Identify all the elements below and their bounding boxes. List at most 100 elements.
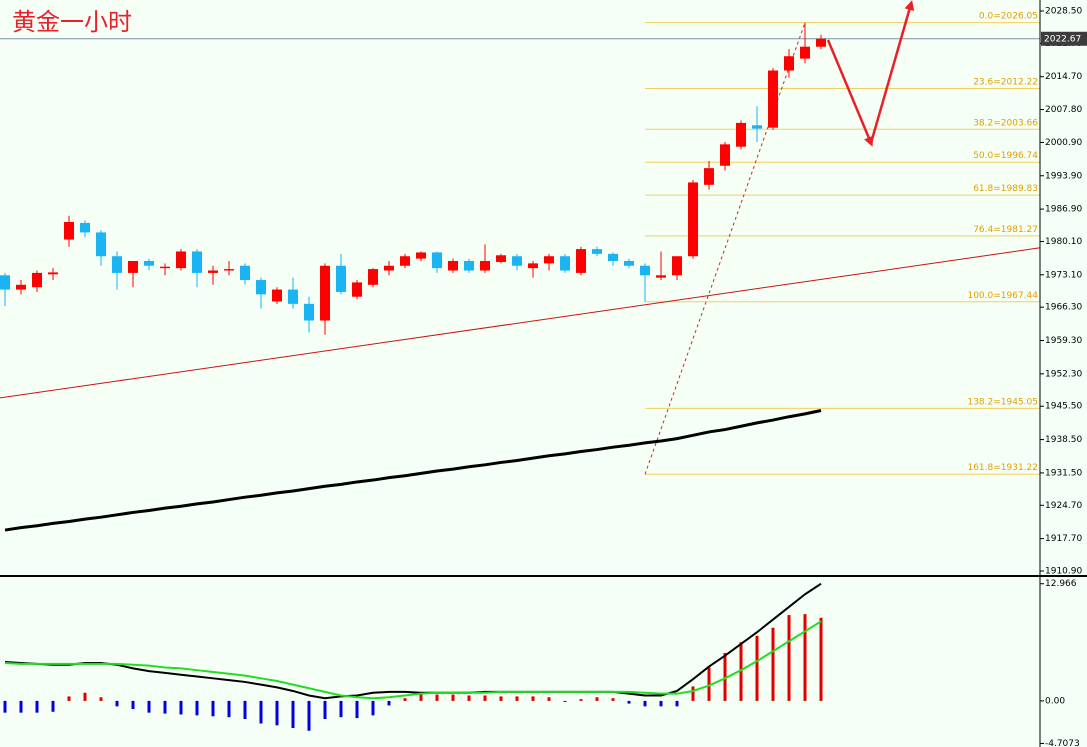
histogram-bar — [163, 700, 167, 714]
candle-body — [480, 261, 490, 271]
y-tick-label: 1910.90 — [1045, 567, 1082, 577]
histogram-bar — [579, 699, 583, 701]
candle-body — [160, 266, 170, 269]
histogram-bar — [227, 700, 231, 718]
candle-body — [192, 251, 202, 273]
histogram-bar — [387, 700, 391, 706]
candle-body — [64, 221, 74, 240]
histogram-bar — [19, 700, 23, 713]
histogram-bar — [627, 700, 631, 704]
histogram-bar — [291, 700, 295, 729]
candle-body — [400, 256, 410, 266]
histogram-bar — [323, 700, 327, 719]
y-tick-label: 0.00 — [1045, 696, 1065, 706]
candle-body — [240, 265, 250, 281]
fib-label: 138.2=1945.05 — [967, 397, 1038, 407]
candle-body — [16, 284, 26, 290]
candle-body — [784, 56, 794, 71]
candle-body — [112, 256, 122, 273]
candle-body — [496, 255, 506, 262]
histogram-bar — [787, 615, 791, 701]
histogram-bar — [595, 697, 599, 701]
trendline — [0, 247, 1041, 399]
y-tick-label: 2007.80 — [1045, 105, 1082, 115]
histogram-bar — [547, 697, 551, 701]
y-tick-label: -4.7073 — [1045, 739, 1080, 747]
y-tick-label: 2000.90 — [1045, 138, 1082, 148]
y-tick-label: 1917.70 — [1045, 534, 1082, 544]
candle-body — [528, 263, 538, 269]
chart-title: 黄金一小时 — [12, 8, 132, 36]
candle-body — [768, 70, 778, 128]
y-tick-label: 1945.50 — [1045, 402, 1082, 412]
candle-body — [576, 249, 586, 273]
candle-body — [352, 282, 362, 297]
fib-label: 23.6=2012.22 — [973, 78, 1038, 88]
candle-body — [368, 269, 378, 285]
plot-layer: 0.0=2026.05 23.6=2012.22 38.2=2003.66 50.0=… — [0, 7, 1087, 747]
fib-label: 61.8=1989.83 — [973, 184, 1038, 194]
histogram-bar — [531, 696, 535, 701]
y-tick-label: 1931.50 — [1045, 468, 1082, 478]
fib-label: 38.2=2003.66 — [973, 118, 1038, 128]
candle-body — [672, 256, 682, 276]
histogram-bar — [819, 617, 823, 701]
candle-body — [544, 256, 554, 264]
candle-body — [144, 261, 154, 266]
histogram-bar — [179, 700, 183, 715]
candle-body — [592, 249, 602, 254]
candle-body — [640, 265, 650, 276]
candle-body — [32, 272, 42, 288]
candle-body — [416, 252, 426, 259]
candle-body — [608, 253, 618, 261]
histogram-bar — [419, 694, 423, 701]
histogram-bar — [259, 700, 263, 724]
y-tick-label: 1986.90 — [1045, 205, 1082, 215]
candle-body — [688, 182, 698, 257]
y-tick-label: 1952.30 — [1045, 369, 1082, 379]
candle-body — [96, 232, 106, 257]
y-tick-label: 1980.10 — [1045, 237, 1082, 247]
histogram-bar — [275, 700, 279, 726]
forecast-arrow-down — [826, 39, 874, 147]
fib-label: 76.4=1981.27 — [973, 225, 1038, 235]
histogram-bar — [643, 700, 647, 707]
histogram-bar — [515, 696, 519, 701]
histogram-bar — [675, 700, 679, 707]
histogram-bar — [339, 700, 343, 718]
histogram-bar — [99, 697, 103, 701]
candle-body — [384, 265, 394, 271]
histogram-bar — [499, 696, 503, 701]
candle-body — [560, 256, 570, 271]
y-tick-label: 1966.30 — [1045, 303, 1082, 313]
candle-body — [208, 270, 218, 273]
histogram-bar — [563, 700, 567, 702]
candle-body — [304, 303, 314, 321]
candle-body — [656, 275, 666, 278]
histogram-bar — [611, 698, 615, 701]
last-price-label: 2022.67 — [1044, 34, 1081, 44]
histogram-bar — [195, 700, 199, 716]
y-tick-label: 1924.70 — [1045, 501, 1082, 511]
histogram-bar — [435, 694, 439, 701]
candle-body — [272, 289, 282, 302]
histogram-bar — [355, 700, 359, 719]
indicator-line — [4, 582, 822, 700]
candle-body — [704, 168, 714, 185]
histogram-bar — [403, 698, 407, 701]
fib-anchor — [644, 22, 806, 475]
fib-label: 50.0=1996.74 — [973, 151, 1038, 161]
moving-average — [4, 409, 822, 532]
candle-body — [224, 269, 234, 271]
y-tick-label: 1959.30 — [1045, 336, 1082, 346]
histogram-bar — [211, 700, 215, 717]
histogram-bar — [307, 700, 311, 731]
y-tick-label: 1938.50 — [1045, 435, 1082, 445]
fib-label: 161.8=1931.22 — [967, 463, 1038, 473]
candle-body — [336, 265, 346, 292]
histogram-bar — [707, 667, 711, 701]
histogram-bar — [147, 700, 151, 713]
